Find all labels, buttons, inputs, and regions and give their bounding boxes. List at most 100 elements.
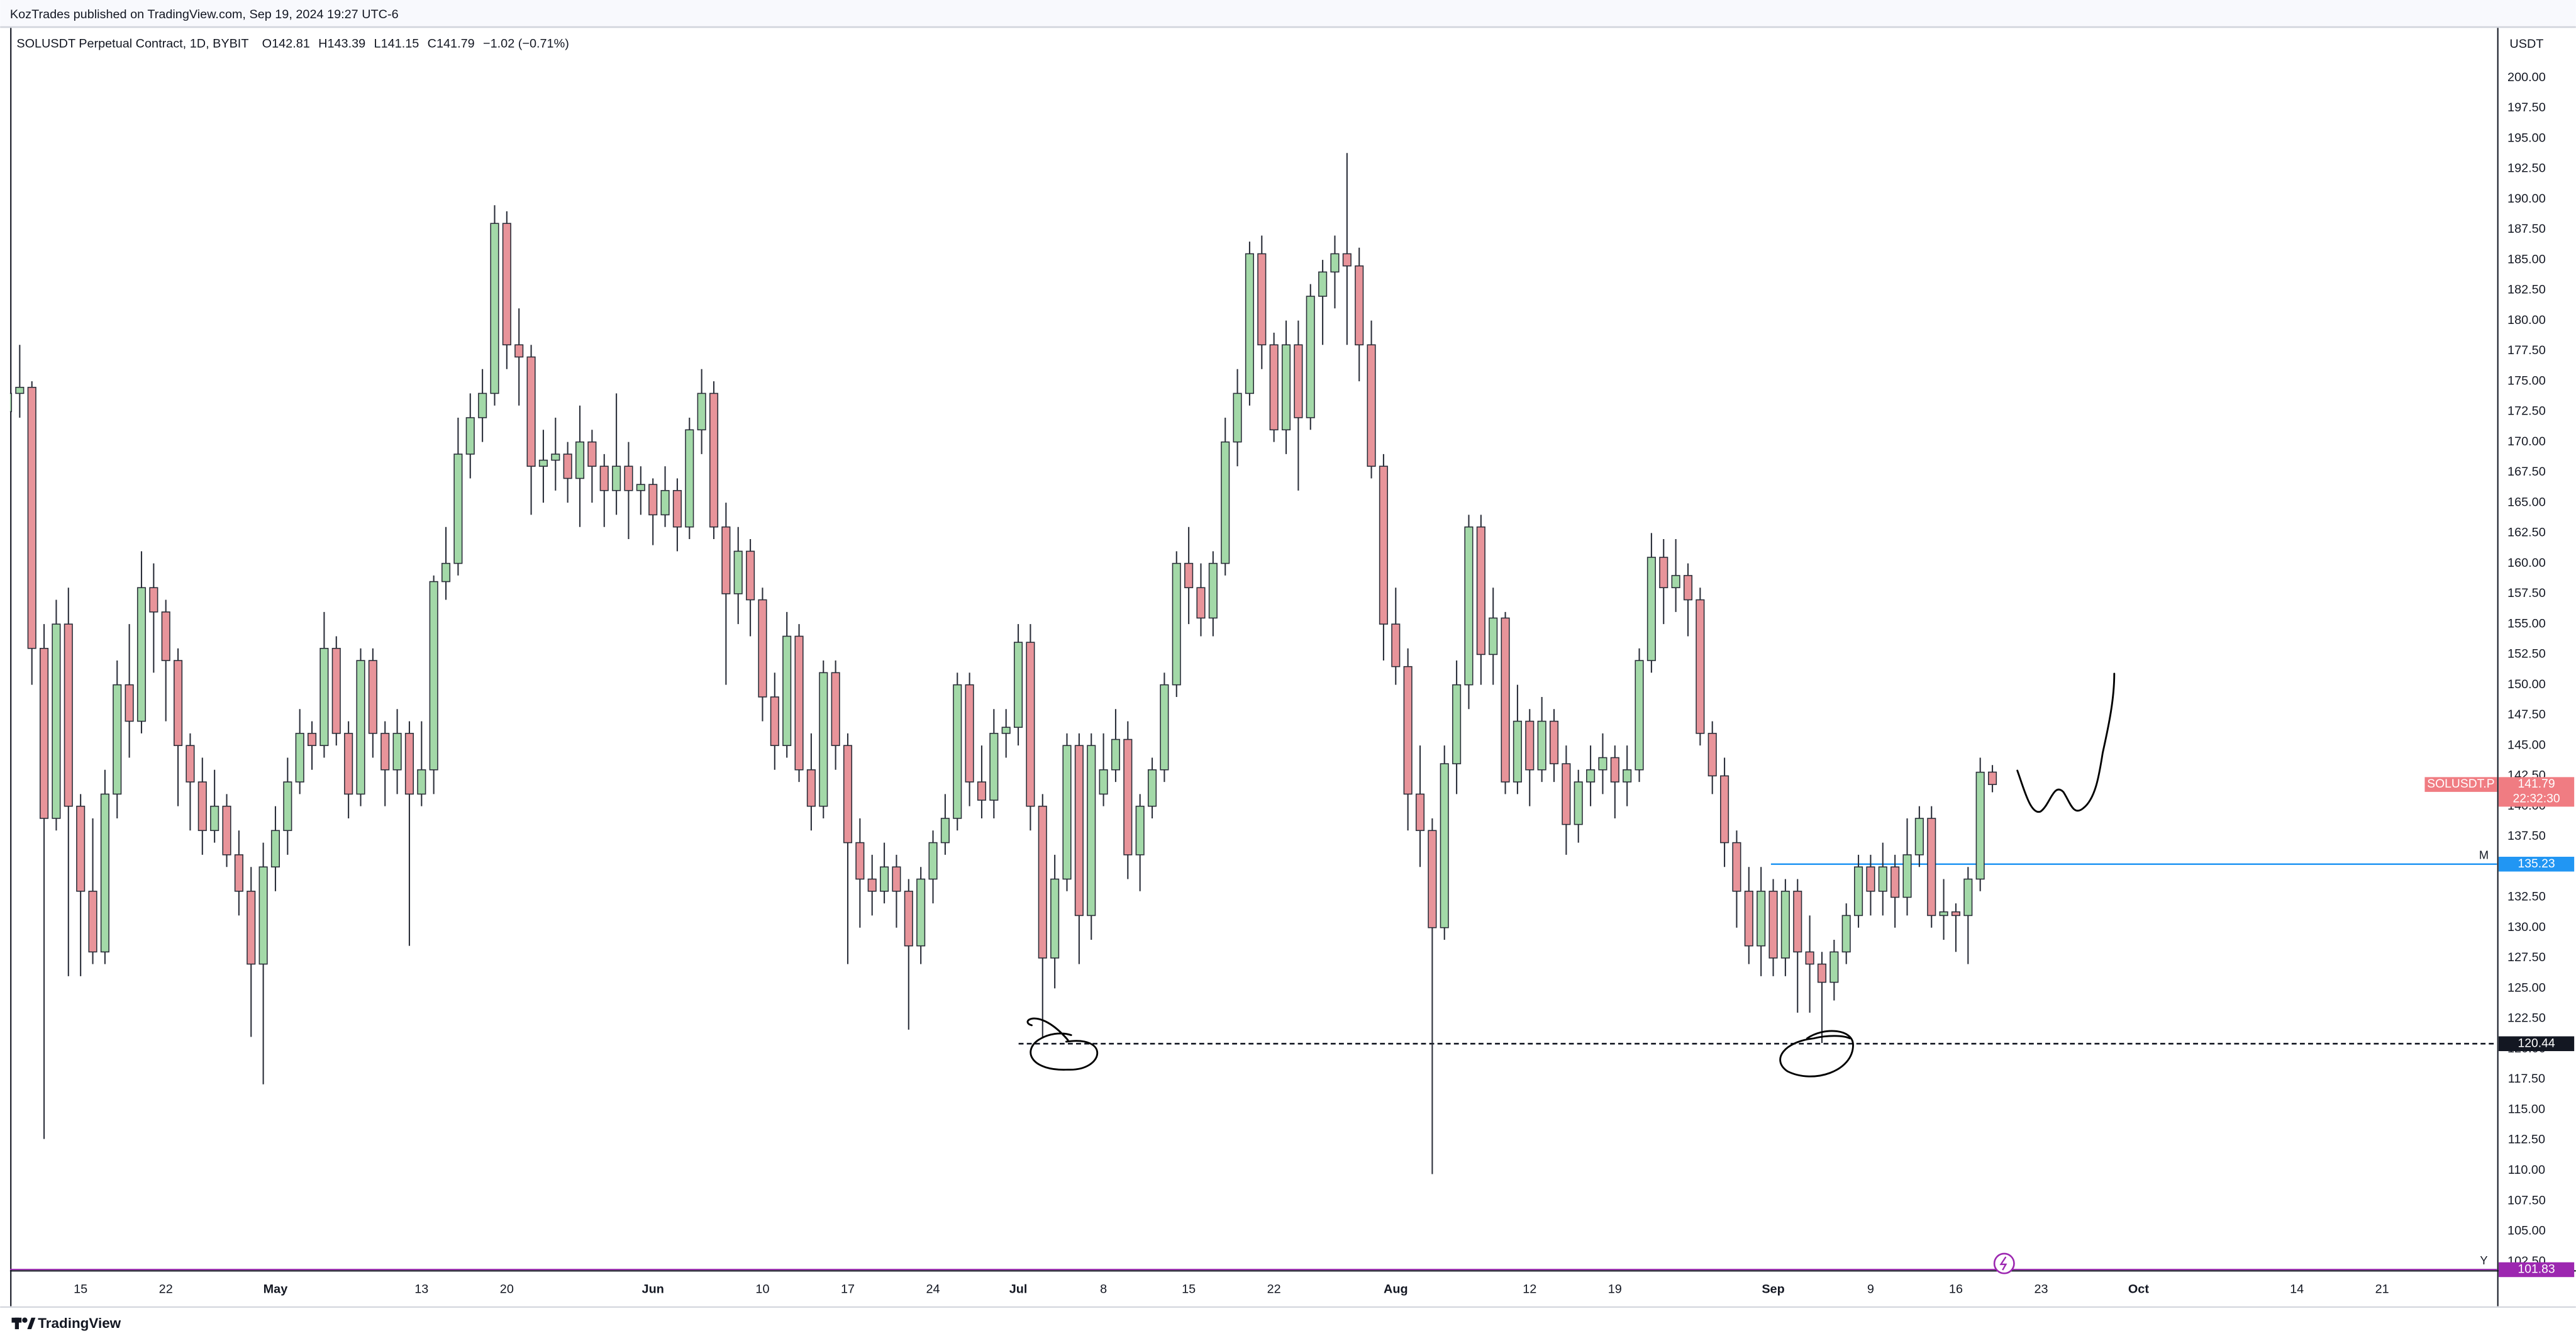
y-tick-label: 190.00: [2507, 192, 2546, 206]
y-tick-label: 160.00: [2507, 556, 2546, 570]
candle-body: [1707, 733, 1717, 777]
y-tick-label: 162.50: [2507, 526, 2546, 540]
candle-body: [1780, 891, 1790, 959]
y-tick-label: 167.50: [2507, 465, 2546, 479]
y-tick-label: 115.00: [2508, 1102, 2545, 1116]
candle-body: [1671, 575, 1680, 589]
candle-body: [575, 441, 585, 479]
y-tick-label: 170.00: [2507, 435, 2546, 449]
candle-body: [612, 465, 621, 491]
x-tick-label: 22: [1267, 1283, 1281, 1296]
annotations: [1026, 672, 2116, 1078]
y-tick-label: 180.00: [2507, 313, 2546, 327]
candle-body: [1172, 562, 1181, 686]
x-tick-label: 21: [2375, 1283, 2389, 1296]
countdown: 22:32:30: [2512, 793, 2560, 806]
x-tick-label: Aug: [1384, 1283, 1408, 1296]
candle-body: [441, 562, 451, 582]
y-tick-label: 145.00: [2507, 738, 2546, 752]
candle-body: [234, 854, 243, 892]
branding-logo: [11, 1317, 36, 1330]
candle-body: [429, 581, 438, 771]
candle-body: [526, 356, 536, 467]
candle-body: [928, 842, 938, 880]
event-icon: [1993, 1252, 2015, 1274]
low-label: L: [374, 37, 381, 51]
y-tick-label: 197.50: [2507, 101, 2546, 114]
candle-body: [1355, 265, 1364, 345]
y-tick-label: 177.50: [2507, 343, 2546, 357]
candle-body: [1537, 720, 1546, 771]
x-tick-label: 19: [1608, 1283, 1622, 1296]
candle-body: [1160, 684, 1169, 771]
candle-body: [721, 526, 731, 594]
candle-body: [1975, 771, 1985, 880]
candle-body: [1501, 617, 1510, 783]
candle-body: [417, 769, 426, 795]
candle-body: [1452, 684, 1462, 764]
candle-body: [1014, 642, 1023, 728]
y-tick-label: 112.50: [2508, 1133, 2545, 1147]
x-tick-label: 10: [755, 1283, 769, 1296]
candle-body: [880, 866, 889, 892]
event-icon-bolt: [1999, 1256, 2007, 1271]
y-tick-label: 195.00: [2507, 131, 2546, 145]
candle-body: [697, 393, 706, 431]
candle-body: [1196, 587, 1206, 619]
candle-body: [770, 696, 779, 746]
logo-part: [14, 1317, 19, 1330]
candle-body: [307, 733, 317, 746]
y-tick-label: 152.50: [2507, 647, 2546, 661]
y-tick-label: 117.50: [2508, 1072, 2545, 1086]
circle-drawing: [1026, 1017, 1099, 1071]
candle-body: [161, 611, 170, 661]
high-value: 143.39: [327, 37, 365, 51]
candle-body: [1123, 738, 1133, 855]
candle-body: [587, 441, 597, 467]
y-tick-label: 110.00: [2508, 1163, 2545, 1177]
candle-body: [1476, 526, 1485, 655]
legend: SOLUSDT Perpetual Contract, 1D, BYBIT O1…: [16, 37, 569, 51]
candle-body: [660, 490, 670, 516]
candle-body: [1927, 818, 1936, 917]
y-tick-label: 165.00: [2507, 495, 2546, 509]
symbol-tag-box: [2424, 777, 2497, 792]
candle-body: [1245, 253, 1255, 394]
x-tick-label: 15: [1182, 1283, 1196, 1296]
low-value: 141.15: [381, 37, 419, 51]
high-label: H: [318, 37, 327, 51]
candle-body: [344, 733, 353, 795]
candle-body: [989, 733, 999, 801]
candle-body: [1330, 253, 1340, 273]
candle-body: [746, 550, 755, 601]
candle-body: [1829, 951, 1839, 983]
x-tick-label: 14: [2290, 1283, 2304, 1296]
candle-body: [490, 223, 499, 394]
last-price: 141.79: [2518, 777, 2555, 791]
level-label: 120.44: [2518, 1037, 2555, 1050]
y-tick-label: 192.50: [2507, 162, 2546, 176]
candle-body: [1659, 557, 1668, 589]
candle-body: [1574, 781, 1583, 825]
candle-body: [40, 647, 49, 819]
logo-part: [22, 1317, 28, 1323]
candle-body: [1208, 562, 1218, 619]
candle-body: [1050, 878, 1060, 959]
candle-body: [855, 842, 865, 880]
logo-part: [27, 1317, 36, 1330]
candle-body: [1221, 441, 1230, 564]
candle-body: [88, 891, 97, 953]
candle-body: [843, 745, 853, 844]
x-tick-label: 13: [414, 1283, 428, 1296]
candle-body: [563, 454, 572, 479]
x-tick-label: 16: [1949, 1283, 1963, 1296]
candle-body: [1720, 775, 1729, 844]
candle-body: [733, 550, 743, 594]
candle-body: [1306, 296, 1315, 418]
x-tick-label: Jun: [642, 1283, 664, 1296]
candle-body: [368, 660, 377, 734]
candle-body: [1635, 660, 1644, 771]
candle-body: [380, 733, 390, 771]
y-tick-label: 127.50: [2507, 950, 2546, 964]
candle-body: [1074, 745, 1084, 917]
